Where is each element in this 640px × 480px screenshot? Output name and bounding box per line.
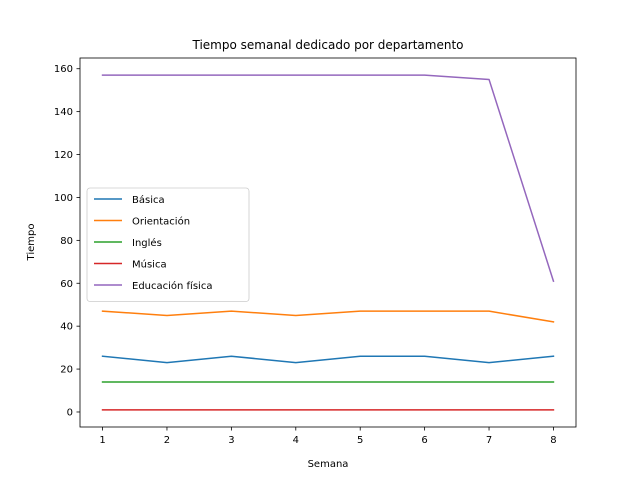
series-line-1 <box>101 355 555 364</box>
x-tick-label: 2 <box>164 435 170 446</box>
x-tick-label: 1 <box>99 435 105 446</box>
x-tick-label: 3 <box>228 435 234 446</box>
series-line-5 <box>101 74 555 283</box>
y-tick-label: 40 <box>60 322 73 333</box>
legend-entry-label: Música <box>132 259 167 271</box>
x-tick-label: 5 <box>357 435 363 446</box>
x-axis-label: Semana <box>308 459 349 470</box>
legend-box <box>86 187 250 302</box>
legend-entry-label: Inglés <box>132 237 162 249</box>
y-tick-label: 80 <box>60 236 73 247</box>
x-axis: 1 2 3 4 5 6 7 8 <box>99 427 557 446</box>
x-tick-label: 6 <box>421 435 427 446</box>
y-tick-label: 60 <box>60 279 73 290</box>
y-tick-label: 100 <box>54 193 73 204</box>
y-tick-label: 140 <box>54 107 73 118</box>
series-line-2 <box>101 310 555 323</box>
y-axis-label: Tiempo <box>26 224 37 262</box>
y-tick-label: 120 <box>54 150 73 161</box>
plot-frame <box>79 57 577 428</box>
y-tick-label: 20 <box>60 365 73 376</box>
x-tick-label: 8 <box>550 435 556 446</box>
series-layer <box>101 74 555 411</box>
x-tick-label: 4 <box>293 435 299 446</box>
legend-entry-label: Orientación <box>132 216 190 228</box>
x-tick-label: 7 <box>486 435 492 446</box>
legend-entry-label: Educación física <box>132 280 212 292</box>
legend-entry-label: Básica <box>132 194 165 206</box>
y-axis: 0 20 40 60 80 100 120 140 160 <box>54 64 80 418</box>
y-tick-label: 0 <box>67 407 73 418</box>
legend: Básica Orientación Inglés Música Educación f… <box>86 187 250 302</box>
chart-title: Tiempo semanal dedicado por departamento <box>192 38 464 52</box>
y-tick-label: 160 <box>54 64 73 75</box>
